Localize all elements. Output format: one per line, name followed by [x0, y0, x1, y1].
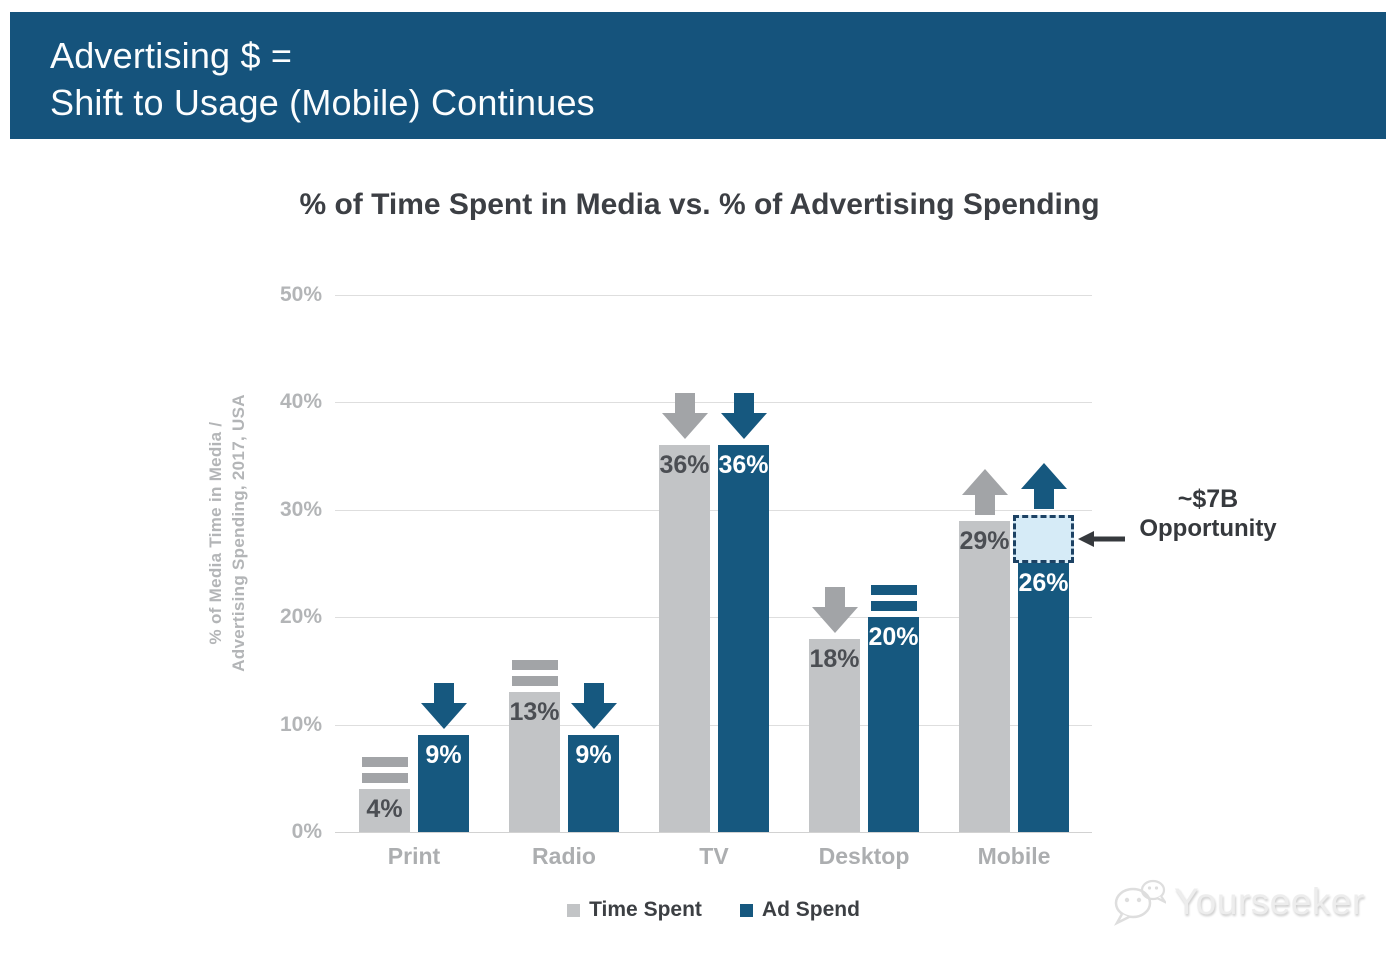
bar-value-label-ad-spend-desktop: 20%	[868, 623, 919, 652]
plot-area: 4% 13% 36% 18% 29% 9% 9% 36% 20% 26%	[335, 295, 1092, 833]
bar-time-spent-print	[359, 789, 410, 832]
legend-item-time-spent: Time Spent	[567, 898, 702, 922]
chart-legend: Time Spent Ad Spend	[335, 898, 1092, 922]
header-line-2: Shift to Usage (Mobile) Continues	[50, 82, 595, 123]
gridline-20	[335, 617, 1092, 619]
trend-down-icon-ad-spend-tv	[720, 393, 767, 444]
ytick-label-50: 50%	[279, 283, 322, 306]
bar-value-label-ad-spend-mobile: 26%	[1018, 568, 1069, 597]
category-label-print: Print	[387, 843, 441, 869]
opportunity-annotation: ~$7B Opportunity	[1128, 484, 1288, 544]
opportunity-box	[1013, 515, 1074, 563]
bar-value-label-time-spent-print: 4%	[366, 795, 403, 824]
category-label-mobile: Mobile	[977, 843, 1051, 869]
trend-down-icon-ad-spend-radio	[570, 683, 617, 734]
slide-header: Advertising $ = Shift to Usage (Mobile) …	[10, 12, 1386, 139]
bar-ad-spend-desktop	[868, 617, 919, 832]
bar-ad-spend-mobile	[1018, 552, 1069, 832]
bar-ad-spend-radio	[568, 735, 619, 832]
annotation-label: Opportunity	[1139, 515, 1277, 542]
legend-swatch-time-spent	[567, 903, 581, 917]
gridline-10	[335, 724, 1092, 726]
bar-ad-spend-print	[418, 735, 469, 832]
trend-down-icon-time-spent-tv	[661, 393, 708, 444]
trend-down-icon-time-spent-desktop	[811, 586, 858, 638]
trend-equal-icon-time-spent-print	[361, 757, 408, 788]
x-axis-labels: Print Radio TV Desktop Mobile	[335, 843, 1092, 873]
bar-time-spent-radio	[509, 692, 560, 832]
legend-label-ad-spend: Ad Spend	[761, 898, 860, 921]
legend-swatch-ad-spend	[739, 903, 753, 917]
bar-ad-spend-tv	[718, 445, 769, 832]
ytick-label-0: 0%	[291, 820, 322, 843]
trend-down-icon-ad-spend-print	[420, 683, 467, 734]
category-label-tv: TV	[699, 843, 729, 869]
chart-title: % of Time Spent in Media vs. % of Advert…	[299, 188, 1100, 221]
trend-equal-icon-ad-spend-desktop	[870, 585, 917, 616]
y-axis-label-line-1: % of Media Time in Media /	[206, 421, 225, 645]
ytick-label-30: 30%	[279, 497, 322, 521]
ytick-label-10: 10%	[279, 712, 322, 736]
bar-value-label-ad-spend-radio: 9%	[575, 741, 612, 770]
chat-bubbles-logo-icon	[1113, 879, 1166, 926]
category-label-desktop: Desktop	[818, 843, 910, 869]
bar-value-label-time-spent-radio: 13%	[509, 698, 560, 727]
gridline-0	[335, 832, 1092, 833]
ytick-label-20: 20%	[279, 605, 322, 629]
y-axis-ticks: 0% 10% 20% 30% 40% 50%	[230, 283, 322, 843]
trend-up-icon-time-spent-mobile	[961, 468, 1008, 520]
gridline-40	[335, 402, 1092, 404]
bar-value-label-ad-spend-print: 9%	[425, 741, 462, 770]
bar-time-spent-mobile	[959, 520, 1010, 832]
category-label-radio: Radio	[532, 843, 596, 869]
legend-item-ad-spend: Ad Spend	[739, 898, 860, 922]
annotation-arrow-icon	[1078, 531, 1125, 547]
bar-time-spent-desktop	[809, 638, 860, 832]
bar-value-label-ad-spend-tv: 36%	[718, 451, 769, 480]
watermark: Yourseeker	[1112, 878, 1365, 926]
trend-equal-icon-time-spent-radio	[511, 660, 558, 691]
trend-up-icon-ad-spend-mobile	[1020, 463, 1067, 514]
gridline-50	[335, 295, 1092, 296]
legend-label-time-spent: Time Spent	[589, 898, 702, 921]
bar-value-label-time-spent-tv: 36%	[659, 451, 710, 480]
watermark-text: Yourseeker	[1174, 881, 1365, 922]
gridline-30	[335, 509, 1092, 511]
bar-value-label-time-spent-desktop: 18%	[809, 644, 860, 673]
header-line-1: Advertising $ =	[50, 35, 293, 76]
bar-value-label-time-spent-mobile: 29%	[959, 526, 1010, 555]
annotation-amount: ~$7B	[1177, 485, 1239, 513]
bar-time-spent-tv	[659, 445, 710, 832]
ytick-label-40: 40%	[279, 390, 322, 414]
